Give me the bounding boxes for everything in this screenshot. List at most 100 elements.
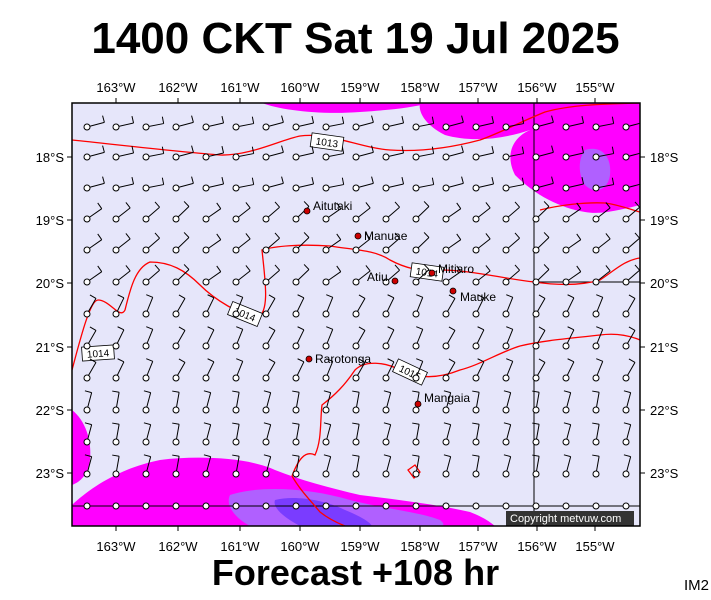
svg-text:Mitiaro: Mitiaro [438, 262, 474, 276]
lat-labels-right: 18°S 19°S 20°S 21°S 22°S 23°S [650, 150, 679, 481]
wind-barb [202, 422, 212, 446]
lon-label-bottom: 156°W [517, 539, 557, 554]
wind-barb [322, 454, 332, 478]
wind-barb [292, 502, 300, 510]
wind-barb [562, 146, 585, 161]
wind-barb [352, 502, 360, 510]
wind-barb [202, 265, 222, 286]
svg-text:Atiu: Atiu [367, 270, 388, 284]
wind-barb [262, 264, 280, 286]
wind-barb [472, 358, 485, 382]
wind-barb [622, 390, 632, 414]
wind-barb [442, 202, 462, 223]
lon-label-bottom: 163°W [96, 539, 136, 554]
wind-barb [622, 152, 640, 161]
wind-barb [172, 176, 194, 192]
wind-barb [322, 233, 342, 254]
wind-barb [232, 294, 244, 318]
wind-barb [112, 326, 125, 350]
wind-barb [322, 422, 332, 446]
wind-barb [592, 454, 600, 478]
lat-label-left: 23°S [36, 466, 65, 481]
wind-barb [562, 326, 575, 350]
wind-barb [292, 422, 300, 446]
wind-barb [83, 115, 105, 131]
place-manuae: Manuae [354, 229, 408, 243]
wind-barb [472, 502, 480, 510]
wind-barb [622, 358, 636, 382]
wind-barb [562, 233, 582, 254]
wind-barb [112, 358, 125, 382]
wind-barb [472, 454, 480, 478]
wind-barb [322, 116, 345, 131]
wind-barb [442, 233, 462, 254]
wind-barb [562, 202, 582, 223]
wind-barb [172, 454, 180, 478]
wind-barb [382, 116, 405, 131]
wind-barb [592, 358, 604, 382]
wind-barb [622, 502, 630, 510]
map-frame [71, 102, 641, 527]
lon-label-bottom: 155°W [575, 539, 615, 554]
wind-barb [412, 146, 435, 161]
wind-barb [292, 454, 300, 478]
wind-barb [442, 145, 464, 161]
lon-label-bottom: 159°W [340, 539, 380, 554]
lon-label-top: 159°W [340, 80, 380, 95]
wind-barb [532, 454, 540, 478]
wind-barb [592, 502, 600, 510]
places: Aitutaki Manuae Atiu Mitiaro Mauke Rarot… [303, 199, 496, 408]
wind-barb [592, 177, 615, 192]
lat-label-left: 19°S [36, 213, 65, 228]
lon-label-top: 156°W [517, 80, 557, 95]
wind-barb [562, 116, 585, 131]
wind-barb [232, 146, 255, 161]
wind-barb [112, 146, 135, 161]
wind-barb [232, 233, 251, 254]
wind-barb [292, 232, 310, 254]
wind-barb [172, 115, 194, 131]
wind-barb [472, 326, 485, 350]
lon-labels-bottom: 163°W 162°W 161°W 160°W 159°W 158°W 157°… [96, 539, 615, 554]
wind-barb [262, 454, 272, 478]
image-id-label: IM2 [684, 577, 710, 594]
wind-barb [592, 294, 604, 318]
wind-barb [622, 122, 640, 131]
wind-barb [262, 232, 280, 254]
wind-barb [202, 233, 222, 254]
wind-barb [142, 294, 154, 318]
wind-barb [232, 326, 244, 350]
wind-barb [83, 176, 105, 192]
wind-barb [622, 454, 632, 478]
wind-barb [202, 390, 212, 414]
wind-barb [202, 116, 225, 131]
wind-barb [472, 177, 495, 192]
wind-barb [172, 390, 180, 414]
wind-barb [322, 146, 345, 161]
wind-barb [352, 326, 366, 350]
wind-barb [472, 422, 480, 446]
wind-barb [262, 115, 284, 131]
wind-barb [142, 390, 152, 414]
wind-barb [472, 233, 491, 254]
wind-barb [382, 264, 400, 286]
wind-barb [352, 390, 360, 414]
wind-barb [352, 358, 366, 382]
svg-text:1014: 1014 [87, 348, 110, 361]
lon-label-bottom: 161°W [220, 539, 260, 554]
wind-barb [562, 177, 585, 192]
wind-barb [472, 294, 485, 318]
place-mangaia: Mangaia [414, 391, 470, 408]
wind-barb [532, 326, 546, 350]
lat-label-left: 21°S [36, 340, 65, 355]
wind-barb [352, 294, 366, 318]
wind-barb [322, 177, 345, 192]
wind-barb [532, 115, 554, 131]
lon-label-bottom: 157°W [458, 539, 498, 554]
wind-barb [412, 116, 435, 131]
wind-barb [562, 454, 572, 478]
wind-barb [562, 294, 575, 318]
wind-barb [83, 265, 103, 286]
wind-barb [292, 358, 305, 382]
isobar-label-1013: 1013 [309, 132, 345, 152]
